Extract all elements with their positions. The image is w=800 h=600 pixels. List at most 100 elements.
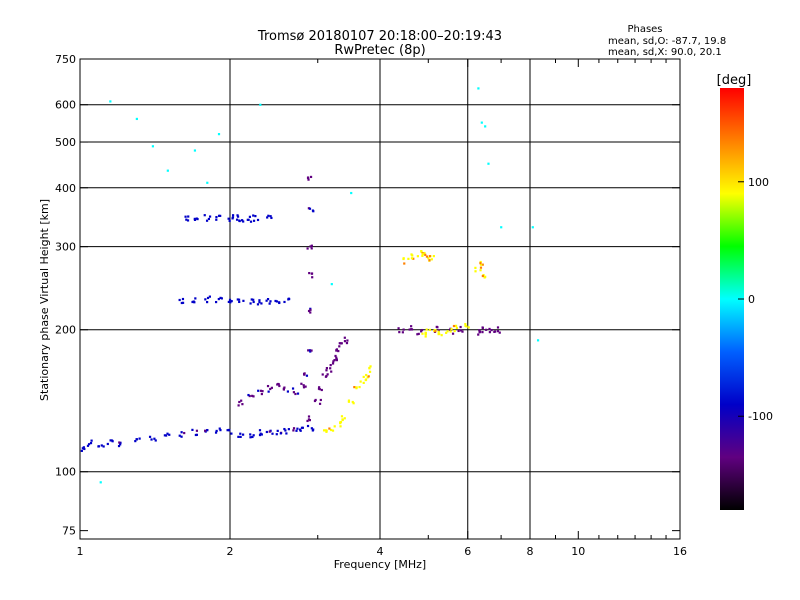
data-point (474, 266, 477, 269)
data-point (335, 356, 338, 359)
data-point (276, 383, 279, 386)
data-point (494, 330, 497, 333)
data-point (259, 103, 262, 106)
data-point (454, 324, 458, 327)
data-point (207, 217, 211, 221)
data-point (367, 375, 370, 378)
data-point (401, 331, 404, 334)
data-point (417, 332, 420, 335)
data-point (309, 308, 312, 311)
data-point (268, 302, 271, 305)
data-point (195, 433, 199, 436)
data-point (296, 392, 300, 395)
data-point (450, 327, 453, 331)
data-point (325, 430, 328, 433)
data-point (339, 421, 342, 424)
data-point (479, 263, 483, 266)
data-point (82, 446, 85, 449)
data-point (478, 329, 481, 332)
data-point (430, 258, 433, 261)
data-point (291, 387, 295, 390)
data-point (337, 349, 340, 353)
data-point (166, 432, 169, 435)
data-point (410, 328, 414, 331)
data-point (303, 373, 306, 376)
data-point (464, 323, 467, 326)
data-point (283, 427, 286, 431)
data-point (408, 328, 411, 331)
data-point (478, 330, 482, 333)
data-point (306, 419, 309, 423)
data-point (311, 209, 315, 212)
data-points (80, 87, 540, 484)
data-point (265, 299, 268, 302)
data-point (109, 439, 112, 442)
data-point (236, 214, 239, 217)
data-point (153, 437, 156, 440)
colorbar-tick-label: 100 (748, 176, 769, 189)
y-tick-label: 200 (55, 324, 76, 337)
data-point (119, 443, 122, 446)
x-tick-label: 16 (673, 545, 687, 558)
data-point (258, 299, 261, 302)
data-point (300, 382, 303, 385)
data-point (421, 332, 424, 335)
data-point (333, 425, 336, 428)
data-point (228, 298, 232, 301)
data-point (86, 444, 90, 447)
data-point (271, 432, 274, 435)
data-point (329, 367, 332, 370)
data-point (481, 326, 484, 330)
data-point (193, 149, 197, 152)
data-point (283, 300, 286, 304)
data-point (180, 301, 183, 305)
data-point (265, 430, 268, 434)
data-point (490, 328, 493, 332)
data-point (217, 214, 221, 217)
data-point (230, 300, 233, 303)
data-point (284, 429, 287, 432)
y-axis-ticks: 75 100 200 300 400 500 600 750 (55, 53, 680, 538)
data-point (217, 297, 220, 301)
data-point (269, 387, 272, 391)
data-point (425, 255, 429, 258)
data-point (292, 391, 296, 394)
data-point (226, 429, 229, 432)
data-point (270, 216, 273, 220)
data-point (80, 449, 83, 452)
data-point (308, 271, 311, 275)
data-point (455, 326, 458, 330)
data-point (320, 388, 323, 392)
y-tick-label: 75 (62, 525, 76, 538)
data-point (246, 218, 249, 221)
data-point (266, 384, 270, 388)
data-point (219, 429, 222, 432)
data-point (286, 390, 290, 393)
data-point (97, 445, 100, 448)
data-point (309, 350, 312, 353)
data-point (479, 266, 483, 269)
data-point (434, 328, 437, 332)
data-point (204, 298, 207, 301)
data-point (325, 369, 328, 372)
data-point (269, 215, 272, 218)
data-point (437, 333, 440, 336)
data-point (477, 87, 480, 90)
data-point (238, 219, 241, 222)
data-point (307, 207, 310, 210)
data-point (318, 386, 321, 389)
data-point (231, 217, 234, 220)
data-point (180, 431, 183, 434)
data-point (321, 373, 324, 376)
y-tick-label: 750 (55, 53, 76, 66)
data-point (325, 374, 328, 378)
x-tick-label: 8 (527, 545, 534, 558)
data-point (428, 328, 431, 332)
data-point (421, 254, 424, 257)
data-point (206, 181, 209, 184)
data-point (345, 341, 349, 345)
data-point (303, 372, 306, 375)
data-point (119, 441, 122, 444)
data-point (237, 404, 240, 407)
data-point (258, 429, 262, 432)
